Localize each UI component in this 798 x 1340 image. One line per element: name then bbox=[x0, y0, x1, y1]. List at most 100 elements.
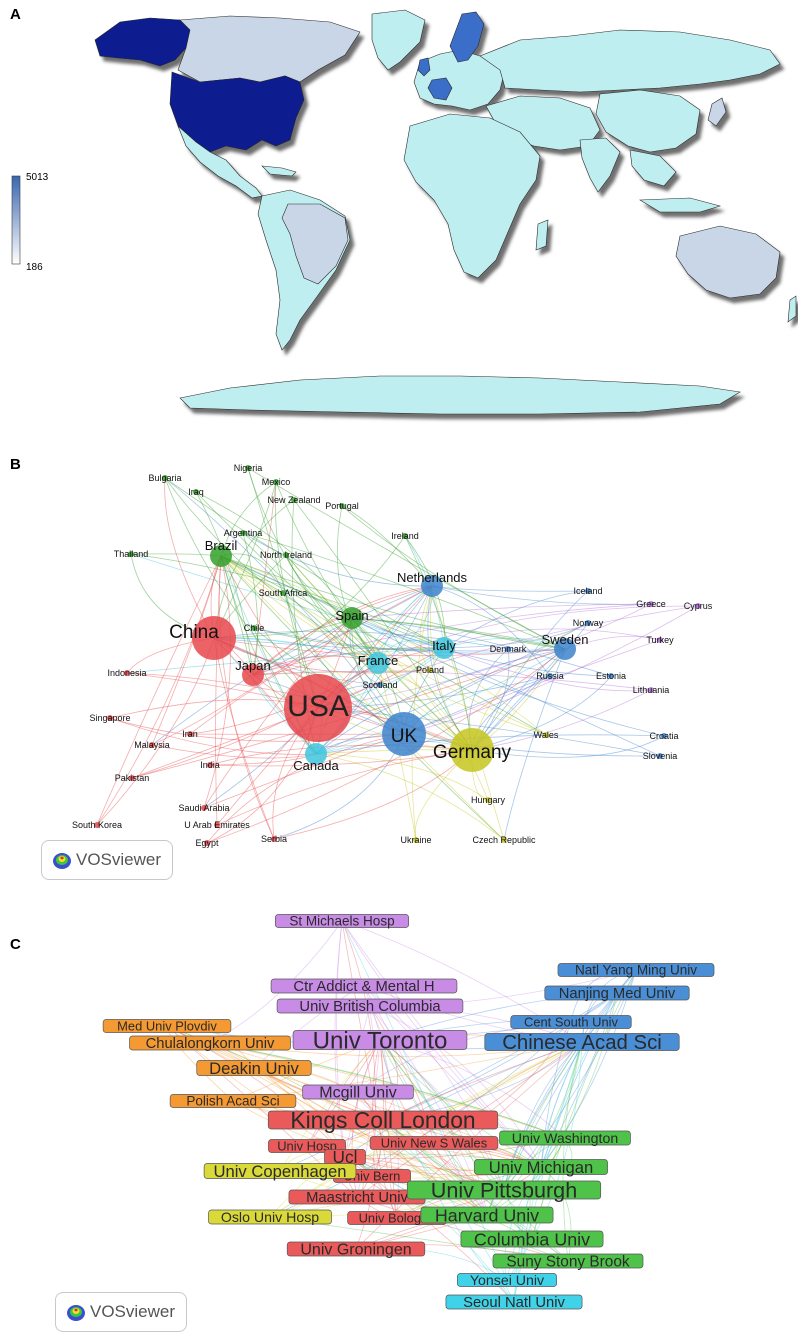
country-label-lithuania: Lithuania bbox=[633, 685, 670, 695]
institution-node-columbia-univ[interactable]: Columbia Univ bbox=[461, 1229, 603, 1249]
institution-node-univ-groningen[interactable]: Univ Groningen bbox=[287, 1241, 425, 1259]
country-link bbox=[97, 556, 221, 825]
institution-node-univ-toronto[interactable]: Univ Toronto bbox=[293, 1027, 467, 1054]
institution-label: Oslo Univ Hosp bbox=[221, 1210, 319, 1226]
institution-label: Univ Toronto bbox=[313, 1027, 448, 1054]
country-label-turkey: Turkey bbox=[646, 635, 674, 645]
institution-node-kings-coll-london[interactable]: Kings Coll London bbox=[268, 1107, 497, 1133]
country-label-south-africa: South Africa bbox=[259, 588, 308, 598]
country-link bbox=[216, 556, 221, 825]
country-label-egypt: Egypt bbox=[195, 838, 219, 848]
country-link bbox=[432, 586, 651, 604]
institution-label: Natl Yang Ming Univ bbox=[575, 963, 697, 978]
country-label-ukraine: Ukraine bbox=[400, 835, 431, 845]
institution-node-seoul-natl-univ[interactable]: Seoul Natl Univ bbox=[446, 1295, 582, 1311]
institution-node-oslo-univ-hosp[interactable]: Oslo Univ Hosp bbox=[208, 1210, 331, 1226]
institution-label: Chulalongkorn Univ bbox=[146, 1036, 275, 1052]
institution-label: Univ Washington bbox=[512, 1131, 618, 1147]
institution-node-mcgill-univ[interactable]: Mcgill Univ bbox=[303, 1084, 414, 1102]
map-legend-bar bbox=[12, 176, 20, 264]
institution-node-univ-michigan[interactable]: Univ Michigan bbox=[474, 1158, 607, 1177]
country-label-canada: Canada bbox=[293, 758, 339, 773]
country-link bbox=[97, 556, 221, 825]
institution-node-yonsei-univ[interactable]: Yonsei Univ bbox=[457, 1273, 556, 1289]
country-label-greece: Greece bbox=[636, 599, 666, 609]
institution-label: Deakin Univ bbox=[209, 1059, 299, 1078]
country-label-italy: Italy bbox=[432, 638, 456, 653]
institution-node-univ-new-s-wales[interactable]: Univ New S Wales bbox=[370, 1136, 498, 1151]
institution-node-ctr-addict-mental-h[interactable]: Ctr Addict & Mental H bbox=[271, 979, 457, 995]
institution-node-cent-south-univ[interactable]: Cent South Univ bbox=[511, 1015, 632, 1030]
country-label-iceland: Iceland bbox=[573, 586, 602, 596]
country-label-france: France bbox=[358, 653, 398, 668]
country-label-slovenia: Slovenia bbox=[643, 751, 678, 761]
vosviewer-logo-c: VOSviewer bbox=[55, 1292, 187, 1332]
country-label-malaysia: Malaysia bbox=[134, 740, 170, 750]
vosviewer-heatmap-icon bbox=[66, 1301, 86, 1323]
institution-node-st-michaels-hosp[interactable]: St Michaels Hosp bbox=[275, 914, 408, 929]
country-link bbox=[221, 556, 504, 840]
caribbean-region bbox=[262, 166, 296, 176]
institution-label: Univ Pittsburgh bbox=[431, 1178, 577, 1203]
country-label-chile: Chile bbox=[244, 623, 265, 633]
legend-min-label: 186 bbox=[26, 262, 43, 273]
australia-region bbox=[676, 226, 780, 298]
institution-label: Ctr Addict & Mental H bbox=[293, 979, 434, 995]
country-link bbox=[204, 556, 231, 808]
institution-node-maastricht-univ[interactable]: Maastricht Univ bbox=[289, 1190, 425, 1206]
institution-node-chulalongkorn-univ[interactable]: Chulalongkorn Univ bbox=[130, 1036, 291, 1052]
country-label-thailand: Thailand bbox=[114, 549, 149, 559]
institution-node-univ-copenhagen[interactable]: Univ Copenhagen bbox=[204, 1162, 356, 1181]
institution-node-deakin-univ[interactable]: Deakin Univ bbox=[197, 1059, 312, 1078]
country-label-norway: Norway bbox=[573, 618, 604, 628]
world-map bbox=[0, 0, 798, 440]
vosviewer-text-c: VOSviewer bbox=[90, 1302, 175, 1322]
country-label-cyprus: Cyprus bbox=[684, 601, 713, 611]
institution-label: Univ Copenhagen bbox=[213, 1162, 346, 1181]
institution-node-chinese-acad-sci[interactable]: Chinese Acad Sci bbox=[485, 1032, 679, 1054]
institution-label: Mcgill Univ bbox=[319, 1084, 396, 1102]
institution-node-med-univ-plovdiv[interactable]: Med Univ Plovdiv bbox=[103, 1019, 231, 1034]
institution-label: Univ New S Wales bbox=[381, 1136, 487, 1151]
country-label-croatia: Croatia bbox=[649, 731, 678, 741]
vosviewer-logo-b: VOSviewer bbox=[41, 840, 173, 880]
scandinavia-region bbox=[450, 12, 484, 62]
country-label-north-ireland: North Ireland bbox=[260, 550, 312, 560]
japan-region bbox=[708, 98, 726, 126]
country-label-china: China bbox=[169, 622, 219, 643]
institution-label: Univ British Columbia bbox=[299, 999, 441, 1015]
country-link bbox=[110, 718, 404, 741]
institution-node-suny-stony-brook[interactable]: Suny Stony Brook bbox=[493, 1253, 643, 1270]
indonesia-region bbox=[640, 198, 720, 212]
institution-node-nanjing-med-univ[interactable]: Nanjing Med Univ bbox=[545, 986, 689, 1002]
greenland-region bbox=[372, 10, 425, 70]
institution-node-harvard-univ[interactable]: Harvard Univ bbox=[421, 1205, 553, 1225]
institution-label: Nanjing Med Univ bbox=[559, 986, 676, 1002]
country-label-wales: Wales bbox=[534, 730, 559, 740]
institution-label: Polish Acad Sci bbox=[186, 1094, 279, 1109]
institution-network: St Michaels Hosp Ctr Addict & Mental H Uni… bbox=[0, 900, 798, 1340]
country-network: USAChinaUKGermanyCanadaNetherlandsItalyF… bbox=[0, 448, 798, 888]
country-label-estonia: Estonia bbox=[596, 671, 626, 681]
institution-label: Kings Coll London bbox=[290, 1107, 475, 1133]
institution-label: Seoul Natl Univ bbox=[463, 1295, 565, 1311]
institution-node-univ-pittsburgh[interactable]: Univ Pittsburgh bbox=[407, 1178, 600, 1203]
country-label-germany: Germany bbox=[433, 742, 512, 763]
country-label-brazil: Brazil bbox=[205, 538, 238, 553]
country-label-south-korea: South Korea bbox=[72, 820, 122, 830]
country-label-singapore: Singapore bbox=[89, 713, 130, 723]
institution-label: Maastricht Univ bbox=[306, 1190, 408, 1206]
country-label-uk: UK bbox=[391, 726, 418, 747]
institution-node-polish-acad-sci[interactable]: Polish Acad Sci bbox=[170, 1094, 296, 1109]
institution-label: Univ Groningen bbox=[300, 1241, 411, 1259]
institution-node-natl-yang-ming-univ[interactable]: Natl Yang Ming Univ bbox=[558, 963, 714, 978]
institution-node-univ-british-columbia[interactable]: Univ British Columbia bbox=[277, 999, 463, 1015]
new-zealand-region bbox=[788, 296, 796, 322]
country-label-saudi-arabia: Saudi Arabia bbox=[178, 803, 229, 813]
institution-label: Harvard Univ bbox=[435, 1205, 539, 1225]
institution-node-univ-washington[interactable]: Univ Washington bbox=[500, 1131, 631, 1147]
country-label-japan: Japan bbox=[235, 658, 270, 673]
se-asia-region bbox=[630, 150, 676, 186]
india-region bbox=[580, 138, 620, 192]
country-label-ireland: Ireland bbox=[391, 531, 419, 541]
